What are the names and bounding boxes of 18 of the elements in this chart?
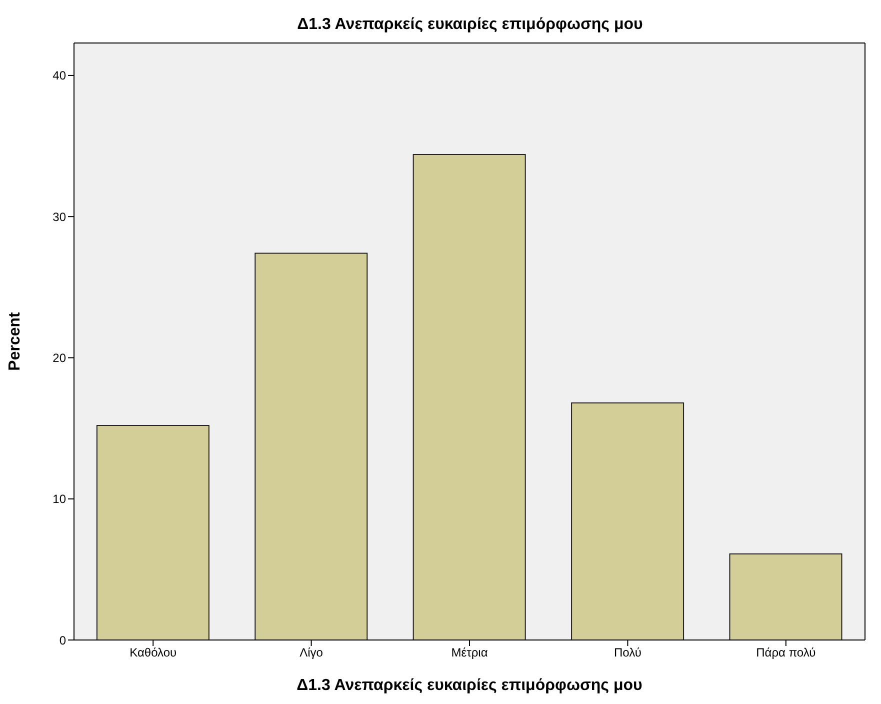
- bar: [729, 553, 842, 640]
- bar: [254, 252, 368, 640]
- x-tick-label: Λίγο: [300, 646, 324, 660]
- bar: [412, 154, 526, 640]
- x-axis-title: Δ1.3 Ανεπαρκείς ευκαιρίες επιμόρφωσης μου: [296, 677, 642, 694]
- y-tick-label: 10: [52, 492, 66, 506]
- y-tick-label: 40: [52, 68, 66, 83]
- x-tick-label: Πάρα πολύ: [756, 646, 816, 660]
- x-tick-label: Πολύ: [614, 646, 642, 660]
- bar: [571, 402, 684, 640]
- y-tick-label: 0: [59, 633, 66, 648]
- chart-title: Δ1.3 Ανεπαρκείς ευκαιρίες επιμόρφωσης μου: [296, 16, 644, 34]
- x-tick-label: Καθόλου: [130, 646, 177, 660]
- y-axis-title: Percent: [6, 311, 24, 371]
- y-tick-label: 30: [52, 210, 66, 224]
- bar: [96, 424, 210, 640]
- x-tick-label: Μέτρια: [451, 646, 488, 660]
- y-tick-label: 20: [52, 350, 66, 365]
